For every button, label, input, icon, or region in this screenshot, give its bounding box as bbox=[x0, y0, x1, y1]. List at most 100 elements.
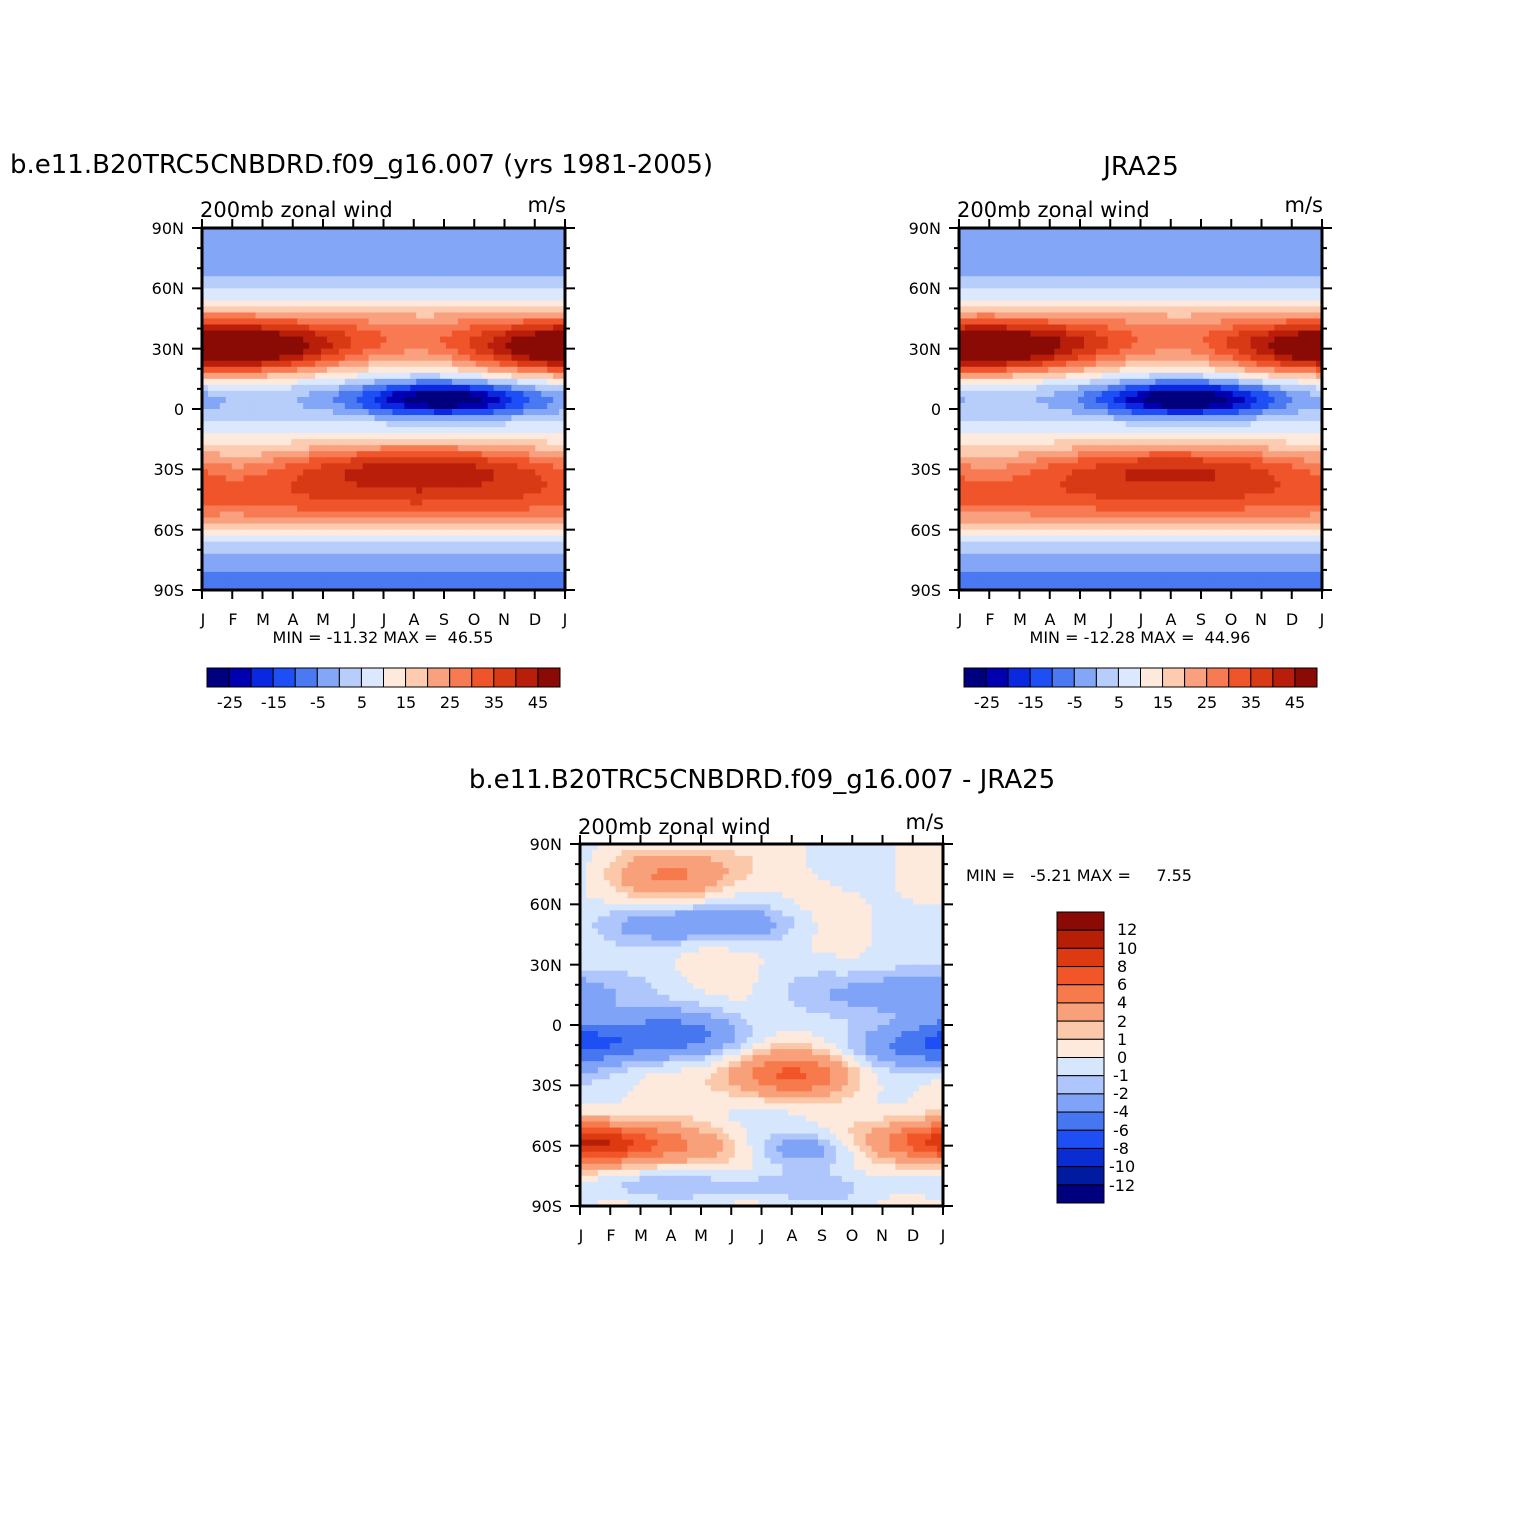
heat-cell bbox=[368, 517, 376, 525]
heat-cell bbox=[529, 481, 536, 489]
heat-cell bbox=[553, 475, 560, 482]
heat-cell bbox=[255, 541, 263, 549]
heat-cell bbox=[1274, 324, 1281, 332]
heat-cell bbox=[422, 427, 429, 434]
heat-cell bbox=[338, 577, 346, 585]
heat-cell bbox=[1089, 276, 1097, 283]
heat-cell bbox=[255, 493, 263, 501]
heat-cell bbox=[1066, 276, 1073, 283]
heat-cell bbox=[350, 324, 358, 332]
heat-cell bbox=[315, 487, 322, 495]
heat-cell bbox=[267, 366, 275, 374]
x-tick-label: M bbox=[256, 610, 270, 629]
heat-cell bbox=[362, 354, 370, 362]
heat-cell bbox=[1036, 294, 1043, 301]
x-tick-label: F bbox=[228, 610, 237, 629]
heat-cell bbox=[547, 366, 554, 374]
heat-cell bbox=[410, 390, 417, 398]
heat-cell bbox=[237, 493, 245, 501]
heat-cell bbox=[219, 228, 227, 235]
heat-cell bbox=[326, 487, 334, 495]
heat-cell bbox=[445, 342, 453, 350]
heat-cell bbox=[475, 427, 483, 434]
heat-cell bbox=[231, 288, 239, 295]
panel-obs-subtitle: 200mb zonal wind bbox=[957, 198, 1150, 222]
heat-cell bbox=[1220, 306, 1228, 314]
heat-cell bbox=[457, 583, 465, 591]
heat-cell bbox=[326, 523, 334, 531]
heat-cell bbox=[1095, 264, 1103, 271]
heat-cell bbox=[309, 276, 316, 283]
heat-cell bbox=[994, 282, 1002, 289]
heat-cell bbox=[338, 517, 346, 525]
heat-cell bbox=[511, 246, 518, 253]
heat-cell bbox=[499, 330, 507, 338]
heat-cell bbox=[1089, 228, 1097, 235]
heat-cell bbox=[225, 324, 233, 332]
heat-cell bbox=[356, 475, 364, 482]
heat-cell bbox=[213, 372, 221, 380]
heat-cell bbox=[1238, 306, 1246, 314]
heat-cell bbox=[505, 306, 513, 314]
heat-cell bbox=[374, 294, 382, 301]
heat-cell bbox=[380, 547, 388, 555]
heat-cell bbox=[457, 421, 465, 428]
heat-cell bbox=[959, 276, 966, 283]
heat-cell bbox=[1137, 246, 1145, 253]
heat-cell bbox=[309, 258, 316, 265]
heat-cell bbox=[279, 390, 286, 398]
heat-cell bbox=[1107, 240, 1115, 247]
heat-cell bbox=[1179, 312, 1186, 320]
heat-cell bbox=[481, 234, 489, 241]
heat-cell bbox=[469, 493, 477, 501]
heat-cell bbox=[1107, 270, 1115, 277]
heat-cell bbox=[362, 553, 370, 561]
heat-cell bbox=[559, 252, 566, 259]
heat-cell bbox=[202, 294, 209, 301]
heat-cell bbox=[487, 505, 495, 513]
heat-cell bbox=[1143, 270, 1151, 277]
heat-cell bbox=[404, 553, 411, 561]
heat-cell bbox=[1173, 246, 1180, 253]
heat-cell bbox=[404, 402, 411, 410]
heat-cell bbox=[225, 565, 233, 573]
heat-cell bbox=[362, 505, 370, 513]
heat-cell bbox=[1161, 252, 1168, 259]
heat-cell bbox=[362, 415, 370, 422]
heat-cell bbox=[392, 439, 399, 446]
heat-cell bbox=[1012, 240, 1020, 247]
heat-cell bbox=[309, 565, 316, 573]
heat-cell bbox=[231, 445, 239, 452]
heat-cell bbox=[553, 511, 560, 519]
heat-cell bbox=[463, 330, 471, 338]
heat-cell bbox=[315, 415, 322, 422]
heat-cell bbox=[1185, 246, 1192, 253]
heat-cell bbox=[213, 517, 221, 525]
heat-cell bbox=[374, 523, 382, 531]
heat-cell bbox=[994, 270, 1002, 277]
heat-cell bbox=[207, 445, 215, 452]
heat-cell bbox=[416, 384, 423, 392]
heat-cell bbox=[207, 559, 215, 567]
heat-cell bbox=[326, 258, 334, 265]
heat-cell bbox=[457, 390, 465, 398]
heat-cell bbox=[481, 493, 489, 501]
heat-cell bbox=[404, 541, 411, 549]
heat-cell bbox=[202, 409, 209, 416]
heat-cell bbox=[517, 481, 524, 489]
heat-cell bbox=[463, 396, 471, 404]
heat-cell bbox=[493, 517, 501, 525]
heat-cell bbox=[297, 306, 304, 314]
heat-cell bbox=[481, 583, 489, 591]
heat-cell bbox=[225, 475, 233, 482]
heat-cell bbox=[1060, 276, 1067, 283]
heat-cell bbox=[255, 583, 263, 591]
heat-cell bbox=[1292, 270, 1299, 277]
heat-cell bbox=[1006, 312, 1014, 320]
heat-cell bbox=[213, 234, 221, 241]
heat-cell bbox=[303, 427, 310, 434]
heat-cell bbox=[338, 523, 346, 531]
heat-cell bbox=[541, 264, 548, 271]
heat-cell bbox=[547, 505, 554, 513]
heat-cell bbox=[213, 396, 221, 404]
